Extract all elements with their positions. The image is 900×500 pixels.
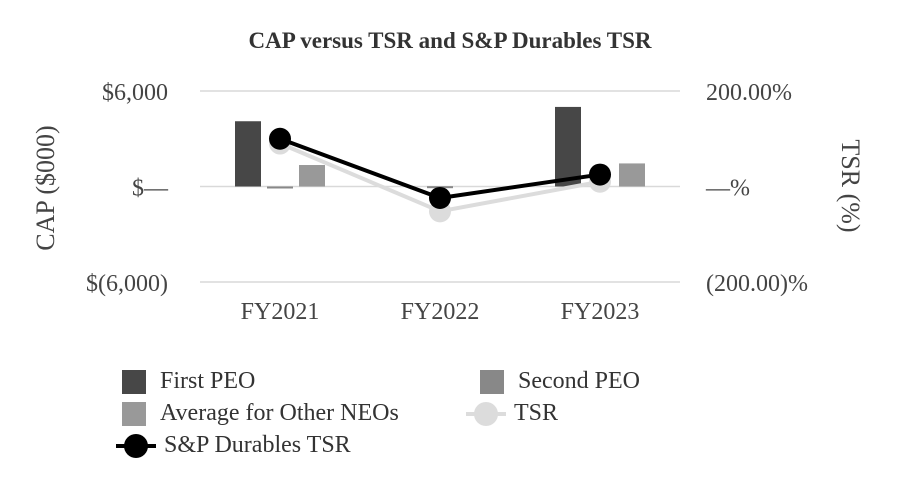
y-left-tick-label: $— bbox=[132, 176, 169, 202]
y-right-tick-label: 200.00% bbox=[706, 80, 792, 106]
bar bbox=[299, 165, 325, 187]
y-left-axis-label: CAP ($000) bbox=[31, 125, 60, 250]
bar bbox=[235, 121, 261, 187]
y-right-tick-label: —% bbox=[705, 176, 750, 202]
series-point bbox=[429, 186, 451, 209]
x-tick-label: FY2022 bbox=[401, 299, 480, 325]
series-point bbox=[269, 127, 291, 150]
bar bbox=[267, 186, 293, 189]
y-left-tick-label: $(6,000) bbox=[86, 271, 168, 297]
bar bbox=[555, 106, 581, 187]
y-right-tick-label: (200.00)% bbox=[706, 271, 808, 297]
y-left-tick-label: $6,000 bbox=[102, 80, 168, 106]
x-tick-label: FY2021 bbox=[241, 299, 320, 325]
y-right-axis-label: TSR (%) bbox=[836, 139, 865, 232]
bar bbox=[619, 163, 645, 187]
chart-title: CAP versus TSR and S&P Durables TSR bbox=[248, 28, 651, 53]
series-point bbox=[589, 163, 611, 186]
x-tick-label: FY2023 bbox=[561, 299, 640, 325]
